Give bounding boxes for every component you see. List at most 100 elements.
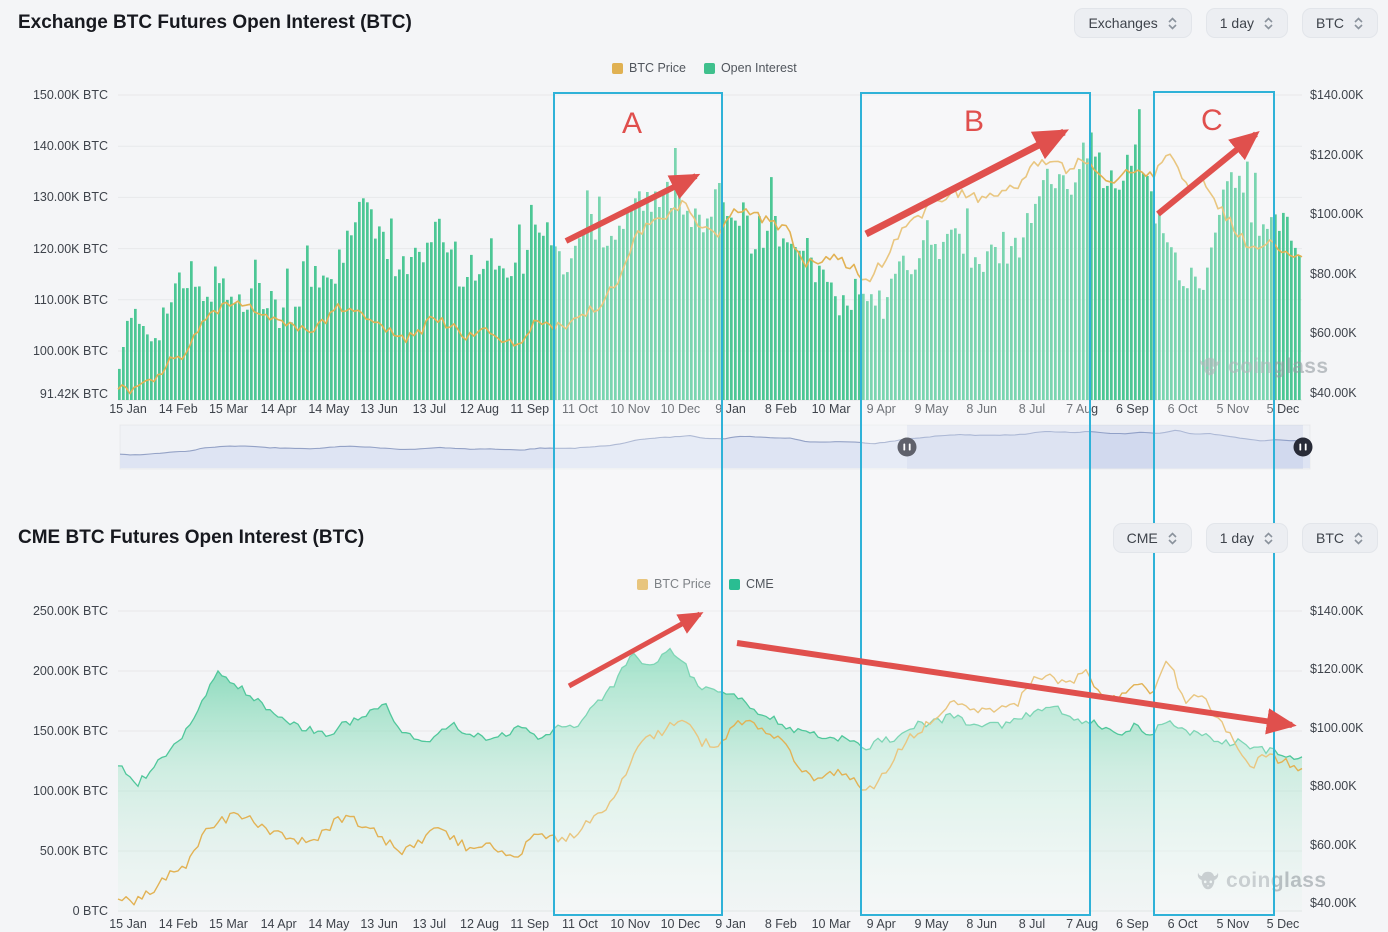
x-axis-tick: 8 Jul: [1018, 917, 1046, 931]
unit-dropdown-cme[interactable]: BTC: [1302, 523, 1378, 553]
annotation-label-b: B: [964, 105, 985, 138]
x-axis-tick: 15 Mar: [208, 917, 248, 931]
legend-item-btc-price[interactable]: BTC Price: [637, 577, 711, 591]
unit-dropdown-cme-label: BTC: [1316, 530, 1344, 546]
y-axis-tick-right: $120.00K: [1310, 662, 1364, 677]
x-axis-tick: 10 Nov: [610, 917, 650, 931]
bull-logo-icon: [1197, 871, 1219, 890]
x-axis-tick: 8 Jun: [966, 402, 997, 416]
unit-dropdown-top-label: BTC: [1316, 15, 1344, 31]
annotation-label-a: A: [622, 107, 643, 140]
x-axis-tick: 14 Apr: [260, 402, 297, 416]
annotation-label-c: C: [1201, 104, 1223, 137]
y-axis-tick-right: $60.00K: [1310, 326, 1357, 340]
cme-swatch: [728, 578, 740, 590]
bull-logo-icon: [1199, 357, 1221, 376]
x-axis-tick: 14 Apr: [260, 917, 297, 931]
y-axis-tick-left: 100.00K BTC: [32, 784, 108, 798]
x-axis-tick: 6 Oct: [1167, 917, 1198, 931]
navigator-handle[interactable]: [1293, 437, 1313, 457]
x-axis-tick: 11 Sep: [510, 917, 550, 931]
x-axis-tick: 12 Aug: [460, 402, 499, 416]
cme-chart-title: CME BTC Futures Open Interest (BTC): [18, 527, 365, 548]
top-chart-controls: Exchanges 1 day BTC: [1074, 8, 1378, 38]
y-axis-tick-right: $100.00K: [1310, 207, 1364, 221]
navigator-handle[interactable]: [897, 437, 917, 457]
chevron-up-down-icon: [1264, 531, 1273, 545]
annotation-box-a: [553, 92, 723, 916]
watermark-text: coinglass: [1226, 869, 1327, 892]
btc-price-line: [117, 153, 1303, 395]
y-axis-tick-right: $120.00K: [1310, 147, 1364, 162]
annotation-box-b: [860, 92, 1091, 916]
x-axis-tick: 6 Sep: [1115, 402, 1149, 416]
legend-label: CME: [745, 577, 774, 591]
chevron-up-down-icon: [1354, 16, 1363, 30]
y-axis-tick-right: $100.00K: [1310, 720, 1364, 735]
x-axis-tick: 11 Oct: [561, 402, 598, 416]
x-axis-tick: 14 Feb: [158, 917, 198, 931]
legend-item-open-interest[interactable]: Open Interest: [703, 61, 797, 75]
x-axis-tick: 13 Jul: [412, 917, 446, 931]
page-title: Exchange BTC Futures Open Interest (BTC): [18, 12, 412, 33]
btc-price-swatch: [612, 62, 623, 74]
x-axis-tick: 9 Jan: [715, 917, 746, 931]
open-interest-bars: [118, 109, 1301, 400]
y-axis-tick-left: 150.00K BTC: [32, 724, 108, 738]
legend-label: BTC Price: [629, 61, 686, 75]
x-axis-tick: 9 May: [914, 917, 949, 931]
x-axis-tick: 11 Oct: [561, 917, 598, 931]
top-chart-legend: BTC Price Open Interest: [612, 61, 797, 75]
cme-chart-legend: BTC Price CME: [637, 577, 774, 591]
x-axis-tick: 5 Dec: [1266, 917, 1300, 931]
cme-area-edge-line: [117, 647, 1303, 788]
exchanges-dropdown[interactable]: Exchanges: [1074, 8, 1192, 38]
x-axis-tick: 8 Jul: [1018, 402, 1046, 416]
x-axis-tick: 11 Sep: [510, 402, 550, 416]
navigator-line: [119, 429, 1311, 456]
exchanges-dropdown-label: Exchanges: [1088, 15, 1158, 31]
x-axis-tick: 8 Jun: [966, 917, 997, 931]
chevron-up-down-icon: [1168, 531, 1177, 545]
navigator-area: [120, 430, 1310, 468]
x-axis-tick: 10 Dec: [660, 917, 701, 931]
x-axis-tick: 14 Feb: [158, 402, 198, 416]
y-axis-tick-right: $80.00K: [1310, 266, 1357, 281]
x-axis-tick: 5 Nov: [1216, 402, 1250, 416]
y-axis-tick-left: 130.00K BTC: [32, 190, 108, 205]
y-axis-tick-left: 250.00K BTC: [32, 604, 108, 618]
unit-dropdown-top[interactable]: BTC: [1302, 8, 1378, 38]
cme-dropdown[interactable]: CME: [1112, 523, 1192, 553]
navigator-selected-range[interactable]: [907, 425, 1303, 469]
x-axis-tick: 9 May: [914, 402, 949, 416]
interval-dropdown-top-label: 1 day: [1219, 15, 1254, 31]
interval-dropdown-cme[interactable]: 1 day: [1205, 523, 1288, 553]
y-axis-tick-right: $80.00K: [1310, 779, 1357, 794]
coinglass-watermark-top: coinglass: [1198, 355, 1328, 379]
legend-label: BTC Price: [654, 577, 711, 591]
x-axis-tick: 10 Nov: [610, 402, 650, 416]
chevron-up-down-icon: [1354, 531, 1363, 545]
x-axis-tick: 14 May: [308, 402, 350, 416]
y-axis-tick-left: 110.00K BTC: [33, 292, 108, 307]
x-axis-tick: 12 Aug: [460, 917, 499, 931]
x-axis-tick: 9 Apr: [866, 402, 896, 416]
coinglass-watermark-bottom: coinglass: [1196, 869, 1326, 893]
x-axis-tick: 13 Jun: [360, 917, 398, 931]
x-axis-tick: 10 Mar: [811, 402, 851, 416]
interval-dropdown-top[interactable]: 1 day: [1205, 8, 1288, 38]
watermark-text: coinglass: [1228, 355, 1329, 378]
btc-price-swatch: [637, 578, 648, 590]
x-axis-tick: 10 Dec: [660, 402, 701, 416]
y-axis-tick-left: 200.00K BTC: [32, 664, 108, 678]
y-axis-tick-right: $40.00K: [1310, 385, 1357, 400]
y-axis-tick-right: $60.00K: [1310, 837, 1357, 852]
legend-item-btc-price[interactable]: BTC Price: [612, 61, 686, 75]
y-axis-tick-left: 50.00K BTC: [39, 844, 108, 858]
x-axis-tick: 15 Jan: [109, 917, 147, 931]
x-axis-tick: 9 Apr: [866, 917, 896, 931]
open-interest-swatch: [703, 62, 715, 74]
legend-item-cme[interactable]: CME: [728, 577, 774, 591]
